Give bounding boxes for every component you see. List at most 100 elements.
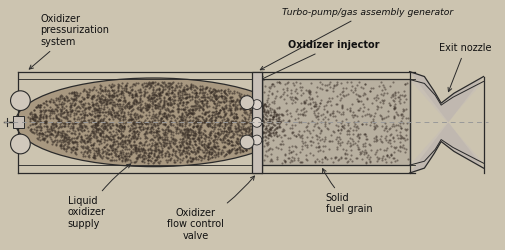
Point bbox=[326, 80, 334, 84]
Point bbox=[160, 96, 168, 100]
Point bbox=[52, 133, 60, 137]
Point bbox=[92, 103, 100, 107]
Point bbox=[400, 136, 409, 140]
Point bbox=[167, 101, 175, 105]
Point bbox=[216, 137, 224, 141]
Point bbox=[247, 108, 255, 112]
Point bbox=[226, 125, 234, 129]
Point bbox=[242, 129, 250, 133]
Point bbox=[89, 92, 97, 96]
Point bbox=[162, 114, 170, 118]
Point bbox=[89, 156, 97, 160]
Point bbox=[186, 85, 194, 89]
Point bbox=[211, 106, 219, 110]
Point bbox=[360, 91, 368, 95]
Point bbox=[184, 132, 192, 136]
Point bbox=[387, 124, 395, 128]
Point bbox=[156, 96, 164, 100]
Point bbox=[144, 82, 153, 86]
Point bbox=[213, 134, 221, 138]
Point bbox=[193, 100, 201, 103]
Point bbox=[265, 121, 273, 125]
Point bbox=[403, 81, 411, 85]
Point bbox=[179, 136, 187, 140]
Point bbox=[224, 117, 232, 121]
Point bbox=[173, 85, 181, 89]
Point bbox=[292, 87, 300, 91]
Point bbox=[382, 134, 390, 138]
Point bbox=[163, 92, 171, 96]
Point bbox=[220, 89, 228, 93]
Point bbox=[222, 152, 230, 156]
Point bbox=[94, 116, 103, 120]
Point bbox=[41, 120, 49, 124]
Point bbox=[42, 102, 50, 106]
Point bbox=[249, 130, 258, 134]
Point bbox=[136, 108, 144, 112]
Point bbox=[204, 145, 212, 149]
Point bbox=[231, 104, 239, 108]
Point bbox=[83, 146, 91, 150]
Point bbox=[246, 128, 255, 132]
Point bbox=[194, 127, 203, 131]
Point bbox=[117, 92, 125, 96]
Point bbox=[267, 84, 275, 88]
Point bbox=[217, 94, 225, 98]
Point bbox=[311, 122, 319, 126]
Point bbox=[114, 82, 122, 86]
Point bbox=[49, 100, 57, 104]
Point bbox=[401, 82, 409, 86]
Point bbox=[95, 154, 104, 158]
Point bbox=[133, 120, 141, 124]
Point bbox=[61, 121, 69, 125]
Point bbox=[156, 111, 164, 115]
Point bbox=[63, 96, 71, 100]
Point bbox=[344, 139, 352, 143]
Point bbox=[128, 131, 136, 135]
Point bbox=[157, 153, 165, 157]
Point bbox=[120, 110, 128, 114]
Point bbox=[235, 146, 243, 150]
Point bbox=[129, 95, 137, 99]
Point bbox=[184, 144, 192, 148]
Point bbox=[169, 123, 177, 127]
Point bbox=[26, 112, 34, 116]
Point bbox=[332, 123, 340, 127]
Point bbox=[171, 88, 179, 92]
Point bbox=[237, 142, 245, 146]
Point bbox=[97, 101, 106, 105]
Point bbox=[124, 112, 132, 116]
Point bbox=[288, 130, 296, 134]
Point bbox=[91, 125, 99, 129]
Point bbox=[151, 118, 159, 122]
Point bbox=[289, 130, 297, 134]
Point bbox=[185, 109, 193, 113]
Point bbox=[105, 93, 113, 97]
Point bbox=[265, 132, 273, 136]
Point bbox=[207, 116, 215, 119]
Point bbox=[328, 139, 336, 143]
Point bbox=[144, 124, 152, 128]
Point bbox=[67, 109, 75, 113]
Point bbox=[281, 152, 289, 156]
Point bbox=[302, 156, 310, 160]
Point bbox=[338, 104, 346, 108]
Point bbox=[80, 116, 88, 120]
Point bbox=[41, 108, 49, 112]
Point bbox=[166, 122, 174, 126]
Point bbox=[271, 130, 279, 134]
Point bbox=[219, 131, 227, 135]
Point bbox=[69, 122, 77, 126]
Point bbox=[83, 140, 91, 143]
Point bbox=[72, 111, 80, 115]
Point bbox=[182, 100, 190, 104]
Point bbox=[286, 136, 294, 140]
Point bbox=[270, 110, 278, 114]
Point bbox=[63, 146, 71, 150]
Point bbox=[158, 127, 166, 131]
Point bbox=[102, 142, 110, 146]
Point bbox=[79, 120, 87, 124]
Point bbox=[160, 104, 168, 108]
Point bbox=[220, 89, 228, 93]
Point bbox=[42, 114, 50, 118]
